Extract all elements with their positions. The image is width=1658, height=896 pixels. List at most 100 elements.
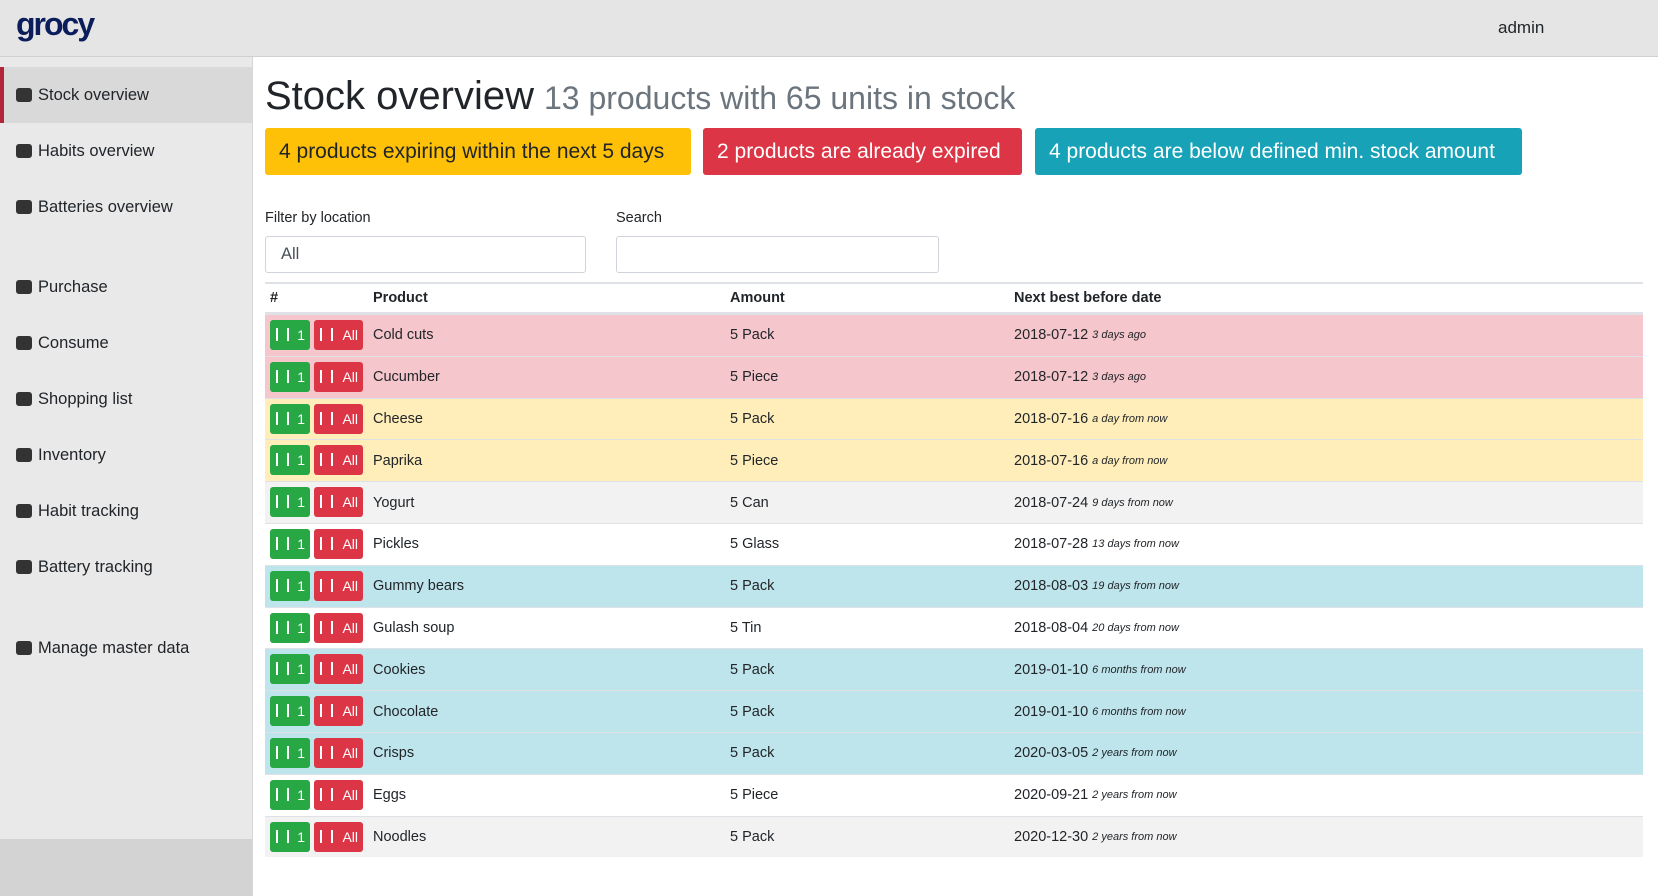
- consume-one-button[interactable]: 1: [270, 821, 310, 852]
- nav-item[interactable]: Consume: [0, 315, 252, 371]
- consume-all-button[interactable]: All: [314, 612, 363, 643]
- amount: 5 Piece: [730, 787, 779, 804]
- consume-all-button[interactable]: All: [314, 403, 363, 434]
- date: 2020-12-30: [1014, 828, 1089, 845]
- consume-all-button[interactable]: All: [314, 529, 363, 559]
- consume-one-button[interactable]: 1: [270, 320, 310, 350]
- consume-one-button[interactable]: 1: [270, 487, 310, 518]
- nav-label: Shopping list: [38, 389, 133, 408]
- nav-item[interactable]: Habits overview: [0, 123, 252, 179]
- nav-icon: [16, 641, 32, 655]
- best-before: 2018-07-12 3 days ago: [1014, 357, 1146, 398]
- table-row: 1 All Chocolate 5 Pack 2019-01-10 6 months fr…: [265, 690, 1643, 732]
- amount: 5 Glass: [730, 536, 780, 553]
- consume-all-button[interactable]: All: [314, 738, 363, 768]
- product-name: Crisps: [373, 745, 415, 762]
- consume-all-button[interactable]: All: [314, 487, 363, 518]
- nav-item[interactable]: Shopping list: [0, 371, 252, 427]
- amount: 5 Pack: [730, 410, 775, 427]
- brand[interactable]: grocy: [16, 6, 95, 42]
- product-name: Cucumber: [373, 369, 440, 386]
- consume-one-button[interactable]: 1: [270, 403, 310, 434]
- relative-date: 2 years from now: [1092, 830, 1177, 843]
- column-header[interactable]: Product: [373, 290, 428, 306]
- product-name: Cheese: [373, 410, 423, 427]
- product-name: Pickles: [373, 536, 419, 553]
- best-before: 2018-07-28 13 days from now: [1014, 524, 1179, 565]
- consume-one-button[interactable]: 1: [270, 654, 310, 685]
- consume-one-button[interactable]: 1: [270, 738, 310, 768]
- filter-label: Filter by location: [265, 210, 371, 226]
- consume-all-button[interactable]: All: [314, 320, 363, 350]
- date: 2018-07-12: [1014, 327, 1089, 344]
- consume-all-button[interactable]: All: [314, 696, 363, 727]
- consume-one-button[interactable]: 1: [270, 529, 310, 559]
- best-before: 2018-07-24 9 days from now: [1014, 482, 1173, 523]
- nav-item[interactable]: Battery tracking: [0, 539, 252, 595]
- consume-all-button[interactable]: All: [314, 779, 363, 810]
- product-name: Chocolate: [373, 703, 439, 720]
- nav-label: Battery tracking: [38, 557, 153, 576]
- consume-all-button[interactable]: All: [314, 570, 363, 601]
- consume-one-button[interactable]: 1: [270, 445, 310, 476]
- column-header[interactable]: Amount: [730, 290, 785, 306]
- product-name: Yogurt: [373, 494, 415, 511]
- table-row: 1 All Crisps 5 Pack 2020-03-05 2 years from n…: [265, 732, 1643, 774]
- nav-item[interactable]: Purchase: [0, 259, 252, 315]
- alert[interactable]: 2 products are already expired: [703, 128, 1022, 175]
- best-before: 2018-07-16 a day from now: [1014, 399, 1167, 440]
- date: 2019-01-10: [1014, 661, 1089, 678]
- amount: 5 Tin: [730, 619, 762, 636]
- amount: 5 Can: [730, 494, 769, 511]
- location-select[interactable]: All: [265, 236, 586, 273]
- best-before: 2019-01-10 6 months from now: [1014, 691, 1186, 732]
- date: 2020-03-05: [1014, 745, 1089, 762]
- relative-date: 13 days from now: [1092, 538, 1179, 551]
- amount: 5 Piece: [730, 452, 779, 469]
- table-row: 1 All Pickles 5 Glass 2018-07-28 13 days from…: [265, 523, 1643, 565]
- search-label: Search: [616, 210, 662, 226]
- nav-item[interactable]: Batteries overview: [0, 179, 252, 235]
- collapse-button[interactable]: [0, 839, 252, 896]
- table-row: 1 All Gummy bears 5 Pack 2018-08-03 19 days f…: [265, 564, 1643, 607]
- consume-one-button[interactable]: 1: [270, 779, 310, 810]
- nav-item[interactable]: Manage master data: [0, 620, 252, 676]
- relative-date: 3 days ago: [1092, 371, 1146, 384]
- date: 2018-07-12: [1014, 369, 1089, 386]
- alert[interactable]: 4 products are below defined min. stock …: [1035, 128, 1522, 175]
- nav-icon: [16, 144, 32, 158]
- nav-label: Inventory: [38, 445, 106, 464]
- nav-item[interactable]: Stock overview: [0, 67, 252, 123]
- consume-one-button[interactable]: 1: [270, 696, 310, 727]
- consume-all-button[interactable]: All: [314, 361, 363, 392]
- relative-date: a day from now: [1092, 454, 1168, 467]
- nav-icon: [16, 200, 32, 214]
- consume-all-button[interactable]: All: [314, 654, 363, 685]
- best-before: 2018-08-04 20 days from now: [1014, 608, 1179, 649]
- consume-all-button[interactable]: All: [314, 445, 363, 476]
- relative-date: 2 years from now: [1092, 789, 1177, 802]
- column-header[interactable]: Next best before date: [1014, 290, 1162, 306]
- table-row: 1 All Cucumber 5 Piece 2018-07-12 3 days ago: [265, 355, 1643, 398]
- top-bar: grocy admin: [0, 0, 1658, 57]
- table-row: 1 All Yogurt 5 Can 2018-07-24 9 days from now: [265, 481, 1643, 523]
- nav-item[interactable]: Habit tracking: [0, 483, 252, 539]
- nav-label: Stock overview: [38, 85, 149, 104]
- nav-icon: [16, 560, 32, 574]
- table-row: 1 All Eggs 5 Piece 2020-09-21 2 years from no…: [265, 773, 1643, 816]
- table-row: 1 All Noodles 5 Pack 2020-12-30 2 years from …: [265, 815, 1643, 858]
- consume-all-button[interactable]: All: [314, 821, 363, 852]
- table-row: 1 All Gulash soup 5 Tin 2018-08-04 20 days fr…: [265, 606, 1643, 649]
- alert[interactable]: 4 products expiring within the next 5 da…: [265, 128, 691, 175]
- user-menu[interactable]: admin: [1498, 18, 1545, 37]
- product-name: Noodles: [373, 828, 427, 845]
- search-input[interactable]: [616, 236, 939, 273]
- nav-item[interactable]: Inventory: [0, 427, 252, 483]
- consume-one-button[interactable]: 1: [270, 570, 310, 601]
- consume-one-button[interactable]: 1: [270, 361, 310, 392]
- consume-one-button[interactable]: 1: [270, 612, 310, 643]
- relative-date: 20 days from now: [1092, 621, 1179, 634]
- title: Stock overview: [265, 74, 534, 118]
- product-name: Gummy bears: [373, 578, 465, 595]
